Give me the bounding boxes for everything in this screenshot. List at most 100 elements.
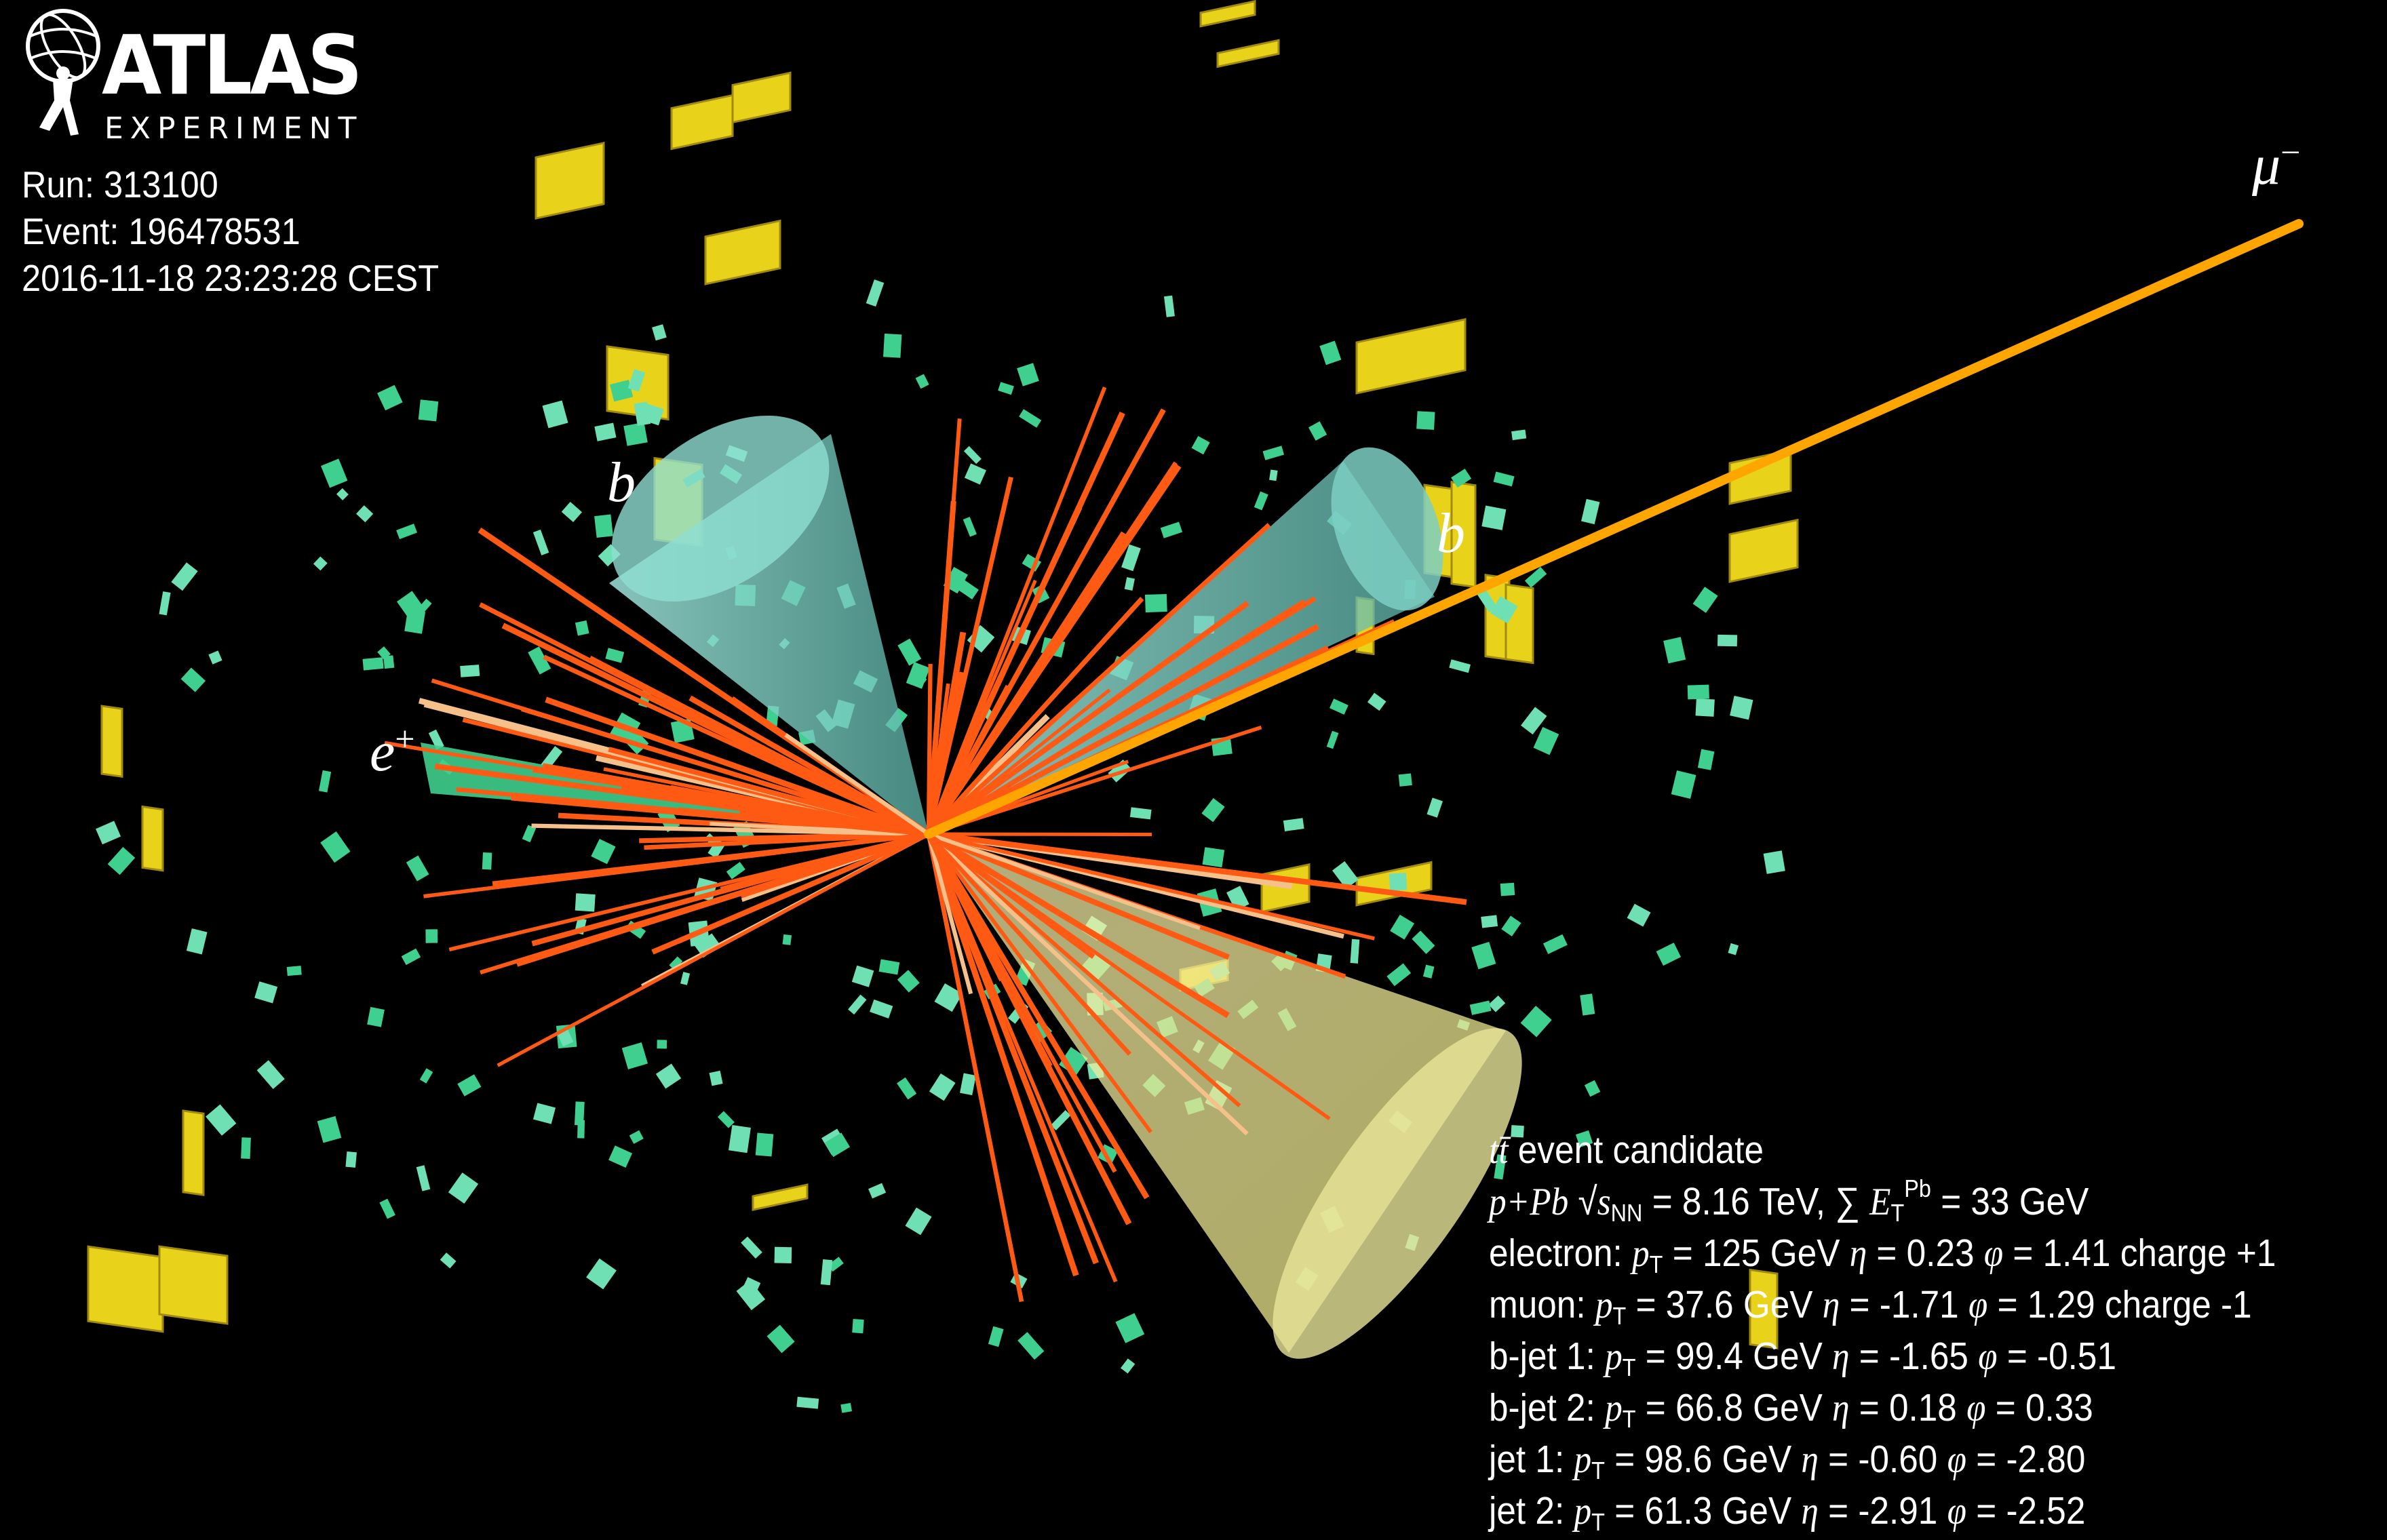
tracker-hit — [897, 638, 922, 666]
calorimeter-cell — [752, 1183, 809, 1211]
tracker-hit — [1283, 818, 1304, 831]
object-label: jet 1: — [1489, 1438, 1565, 1481]
eta-symbol: η — [1849, 1232, 1867, 1275]
tracker-hit — [897, 1077, 917, 1100]
tracker-hit — [1511, 1125, 1524, 1138]
tracker-hit — [1059, 1046, 1088, 1076]
tracker-hit — [1120, 1358, 1136, 1374]
pt-symbol: p — [1605, 1387, 1623, 1429]
tracker-hit — [1494, 1154, 1507, 1180]
tracker-hit — [963, 446, 982, 465]
object-eta: -0.60 — [1858, 1438, 1938, 1481]
track — [784, 732, 930, 836]
tracker-hit — [1163, 295, 1175, 317]
tracker-hit — [1469, 1000, 1492, 1015]
tracker-hit — [883, 333, 902, 358]
pt-symbol: p — [1595, 1284, 1613, 1326]
eq: = — [1614, 1489, 1635, 1533]
tracker-hit — [356, 505, 374, 523]
track — [925, 631, 967, 835]
track — [927, 597, 1144, 836]
tracker-hit — [1542, 934, 1568, 954]
eq: = — [1635, 1283, 1656, 1326]
tracker-hit — [460, 665, 480, 677]
info-title-text: event candidate — [1517, 1128, 1764, 1172]
object-phi: -2.52 — [2006, 1489, 2086, 1533]
tracker-hit — [171, 562, 198, 591]
muon-charge: − — [2281, 134, 2301, 172]
tracker-hit — [1490, 596, 1518, 624]
track — [928, 832, 1375, 941]
tracker-hit — [425, 929, 438, 943]
track — [925, 412, 1125, 835]
track — [927, 601, 1249, 837]
tracker-hit — [1308, 421, 1327, 441]
tracker-hit — [897, 970, 920, 993]
pt-subscript: T — [1591, 1508, 1605, 1536]
bjet-right-label: b — [1437, 502, 1465, 565]
et-subscript: T — [1890, 1199, 1905, 1227]
tracker-hit — [1330, 698, 1348, 715]
phi-symbol: φ — [1947, 1438, 1966, 1481]
track — [603, 767, 929, 836]
track — [531, 831, 930, 947]
run-number: Run: 313100 — [22, 163, 218, 205]
tracker-hit — [107, 846, 136, 875]
tracker-hit — [964, 463, 987, 485]
track — [925, 833, 1079, 1277]
tracker-hit — [1022, 553, 1042, 572]
tracker-hit — [1500, 882, 1515, 896]
tracker-hit — [1730, 696, 1753, 720]
tracker-hit — [206, 1104, 237, 1136]
calorimeter-cell — [1355, 318, 1467, 395]
tracker-hit — [180, 667, 206, 692]
eq: = — [1876, 1231, 1897, 1275]
tracker-hit — [1695, 698, 1715, 717]
tracker-hit — [345, 1151, 357, 1168]
tracker-hit — [1019, 409, 1042, 428]
collision-energy: = 8.16 TeV, — [1652, 1180, 1826, 1223]
tracker-hit — [1728, 943, 1739, 955]
sum-symbol: ∑ — [1835, 1180, 1860, 1223]
tracker-hit — [1390, 914, 1415, 940]
tracker-hit — [1687, 684, 1709, 700]
tracker-hit — [934, 983, 963, 1012]
track — [651, 831, 930, 955]
object-label: jet 2: — [1489, 1489, 1565, 1533]
eq: = — [1828, 1489, 1849, 1533]
calorimeter-cell — [731, 71, 792, 124]
track — [456, 787, 929, 837]
tracker-hit — [1326, 730, 1339, 749]
tracker-hit — [428, 729, 444, 750]
tracker-hit — [418, 399, 439, 422]
eq: = — [1859, 1335, 1880, 1378]
pt-subscript: T — [1622, 1354, 1636, 1381]
tracker-hit — [401, 948, 421, 966]
track — [926, 464, 1182, 836]
object-row: jet 2: pT = 61.3 GeV η = -2.91 φ = -2.52 — [1489, 1485, 2276, 1537]
tracker-hit — [1160, 521, 1183, 538]
track — [926, 476, 1013, 835]
track — [926, 408, 1166, 835]
track — [927, 599, 1305, 836]
tracker-hit — [1477, 589, 1498, 613]
tracker-hit — [286, 966, 302, 976]
tracker-hit — [1524, 566, 1547, 588]
track — [928, 725, 1262, 836]
eq: = — [1995, 1386, 2016, 1429]
logo-word: ATLAS — [102, 19, 363, 113]
tracker-hit — [1627, 903, 1651, 927]
tracker-hit — [186, 928, 208, 955]
tracker-hit — [655, 1063, 682, 1089]
track — [927, 833, 973, 995]
tracker-hit — [1416, 411, 1435, 430]
tracker-hit — [866, 279, 885, 307]
tracker-hit — [1269, 469, 1278, 481]
atlas-figure-icon — [26, 9, 100, 136]
s-symbol: s — [1597, 1181, 1611, 1223]
tracker-hit — [736, 1280, 766, 1311]
tracker-hit — [1254, 491, 1268, 511]
calorimeter-cell — [182, 1109, 205, 1196]
tracker-hit — [1319, 340, 1342, 366]
track — [927, 832, 1331, 1120]
